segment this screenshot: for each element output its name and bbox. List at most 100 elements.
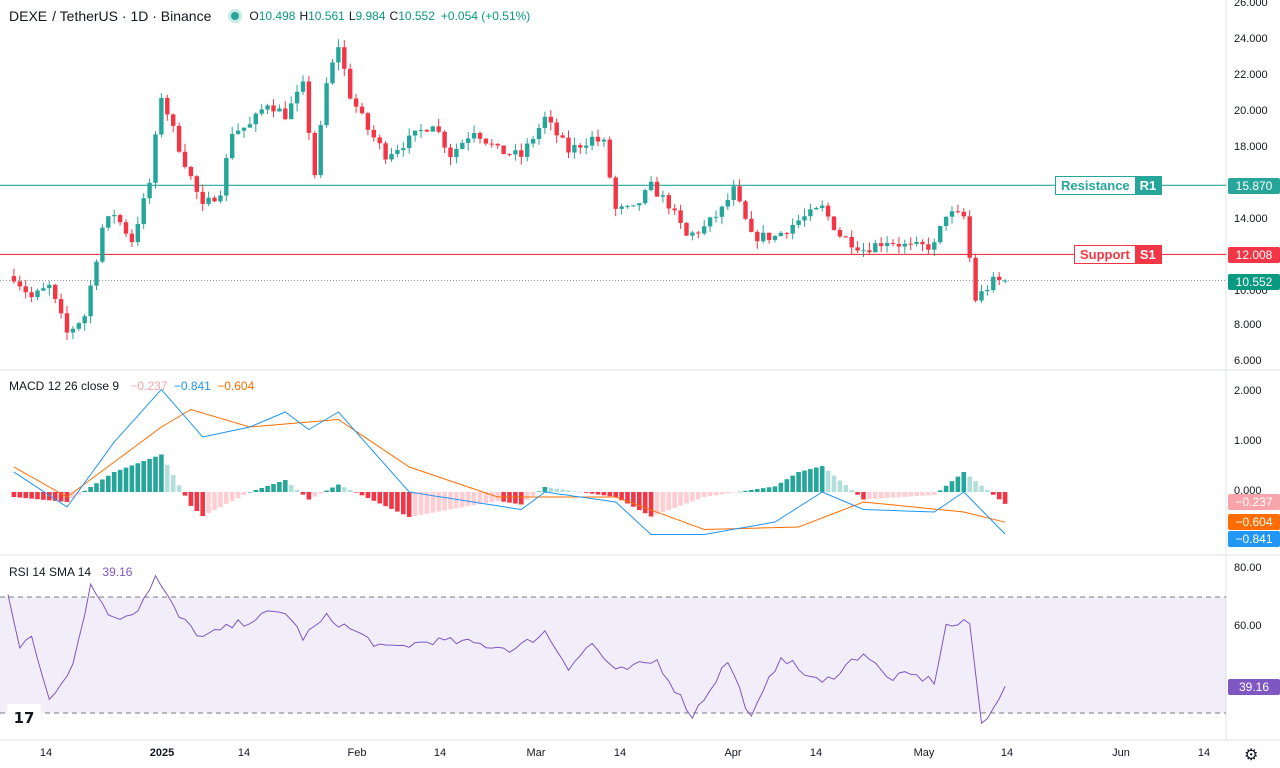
macd-legend[interactable]: MACD 12 26 close 9 −0.237 −0.841 −0.604	[9, 379, 254, 393]
candle	[938, 226, 943, 243]
candle	[814, 207, 819, 210]
macd-histogram-bar	[678, 492, 683, 506]
macd-histogram-bar	[442, 492, 447, 511]
macd-histogram-bar	[47, 492, 52, 501]
resistance-label[interactable]: Resistance R1	[1055, 176, 1163, 195]
macd-signal-tag: −0.604	[1228, 514, 1280, 530]
macd-histogram-bar	[619, 492, 624, 501]
macd-histogram-bar	[277, 482, 282, 492]
macd-histogram-bar	[123, 467, 129, 492]
macd-histogram-bar	[430, 492, 436, 513]
macd-histogram-bar	[383, 492, 388, 507]
macd-histogram-bar	[749, 489, 754, 492]
macd-histogram-bar	[265, 486, 270, 492]
candle	[88, 285, 93, 317]
macd-histogram-bar	[165, 464, 170, 492]
macd-histogram-bar	[513, 492, 518, 504]
candle	[330, 62, 335, 84]
macd-histogram-bar	[129, 465, 135, 492]
candle	[58, 299, 64, 314]
macd-histogram-bar	[908, 492, 913, 497]
candle	[879, 243, 884, 247]
candle	[625, 205, 630, 207]
macd-histogram-bar	[713, 492, 719, 496]
candle	[342, 47, 347, 69]
macd-histogram-bar	[967, 476, 972, 492]
candle	[141, 198, 146, 225]
candle	[47, 284, 52, 289]
candle	[1002, 280, 1008, 282]
ohlc-high-value: 10.561	[308, 9, 345, 23]
macd-signal-value: −0.604	[217, 379, 255, 393]
candle	[106, 216, 111, 228]
resistance-text: Resistance	[1061, 178, 1130, 193]
candle	[749, 218, 754, 232]
candle	[377, 137, 382, 144]
macd-histogram-bar	[707, 492, 713, 497]
macd-tick: 2.000	[1234, 385, 1262, 397]
macd-histogram-bar	[1002, 492, 1008, 504]
macd-histogram-bar	[235, 492, 241, 498]
gear-icon[interactable]: ⚙	[1244, 747, 1259, 764]
candle	[560, 135, 565, 138]
macd-histogram-bar	[524, 492, 530, 501]
macd-histogram-bar	[70, 492, 76, 499]
candle	[436, 126, 441, 132]
candle	[525, 143, 530, 157]
macd-histogram-bar	[194, 492, 200, 511]
candle	[64, 313, 70, 333]
macd-line-tag: −0.841	[1228, 531, 1280, 547]
symbol-name[interactable]: DEXE	[9, 8, 48, 24]
market-status-icon	[231, 12, 240, 20]
symbol-header: DEXE / TetherUS · 1D · Binance O 10.498 H…	[9, 6, 531, 26]
candle	[230, 133, 235, 159]
candle	[159, 97, 164, 135]
macd-histogram-bar	[359, 492, 365, 496]
candle	[135, 224, 140, 243]
time-tick: 2025	[149, 747, 175, 759]
rsi-legend[interactable]: RSI 14 SMA 14 39.16	[9, 565, 132, 579]
candle	[542, 116, 548, 129]
candle	[820, 205, 825, 208]
ohlc-low-label: L	[348, 9, 356, 23]
macd-histogram-bar	[660, 492, 666, 513]
macd-histogram-bar	[625, 492, 630, 504]
macd-histogram-bar	[483, 492, 489, 503]
candle	[601, 139, 607, 142]
macd-histogram-bar	[861, 492, 866, 500]
macd-histogram-bar	[206, 492, 211, 513]
candle	[666, 195, 671, 209]
candle	[53, 284, 58, 300]
candle	[194, 176, 199, 192]
macd-histogram-bar	[578, 492, 583, 493]
macd-histogram-bar	[111, 472, 117, 492]
tradingview-logo-icon[interactable]: 17	[7, 704, 41, 732]
candle	[631, 205, 636, 207]
macd-histogram-bar	[932, 492, 937, 495]
candle	[147, 182, 152, 199]
macd-histogram-bar	[808, 469, 813, 492]
macd-histogram-bar	[271, 484, 276, 492]
macd-histogram-bar	[306, 492, 312, 500]
candle	[997, 276, 1002, 280]
candle	[908, 243, 913, 245]
macd-histogram-bar	[943, 485, 949, 492]
macd-histogram-bar	[902, 492, 908, 497]
macd-histogram-bar	[471, 492, 477, 506]
macd-histogram-bar	[772, 486, 778, 492]
candle	[312, 132, 317, 176]
candle	[926, 244, 931, 250]
macd-histogram-bar	[642, 492, 648, 514]
support-label[interactable]: Support S1	[1074, 245, 1162, 264]
macd-histogram-bar	[937, 490, 943, 492]
candle	[82, 316, 87, 324]
symbol-pair: / TetherUS · 1D · Binance	[52, 8, 212, 24]
macd-histogram-bar	[259, 488, 264, 492]
time-tick: Feb	[347, 747, 367, 759]
macd-histogram-bar	[100, 479, 105, 492]
candle	[589, 136, 595, 146]
candle	[471, 133, 477, 139]
macd-hist-tag: −0.237	[1228, 494, 1280, 510]
candle	[265, 105, 270, 110]
